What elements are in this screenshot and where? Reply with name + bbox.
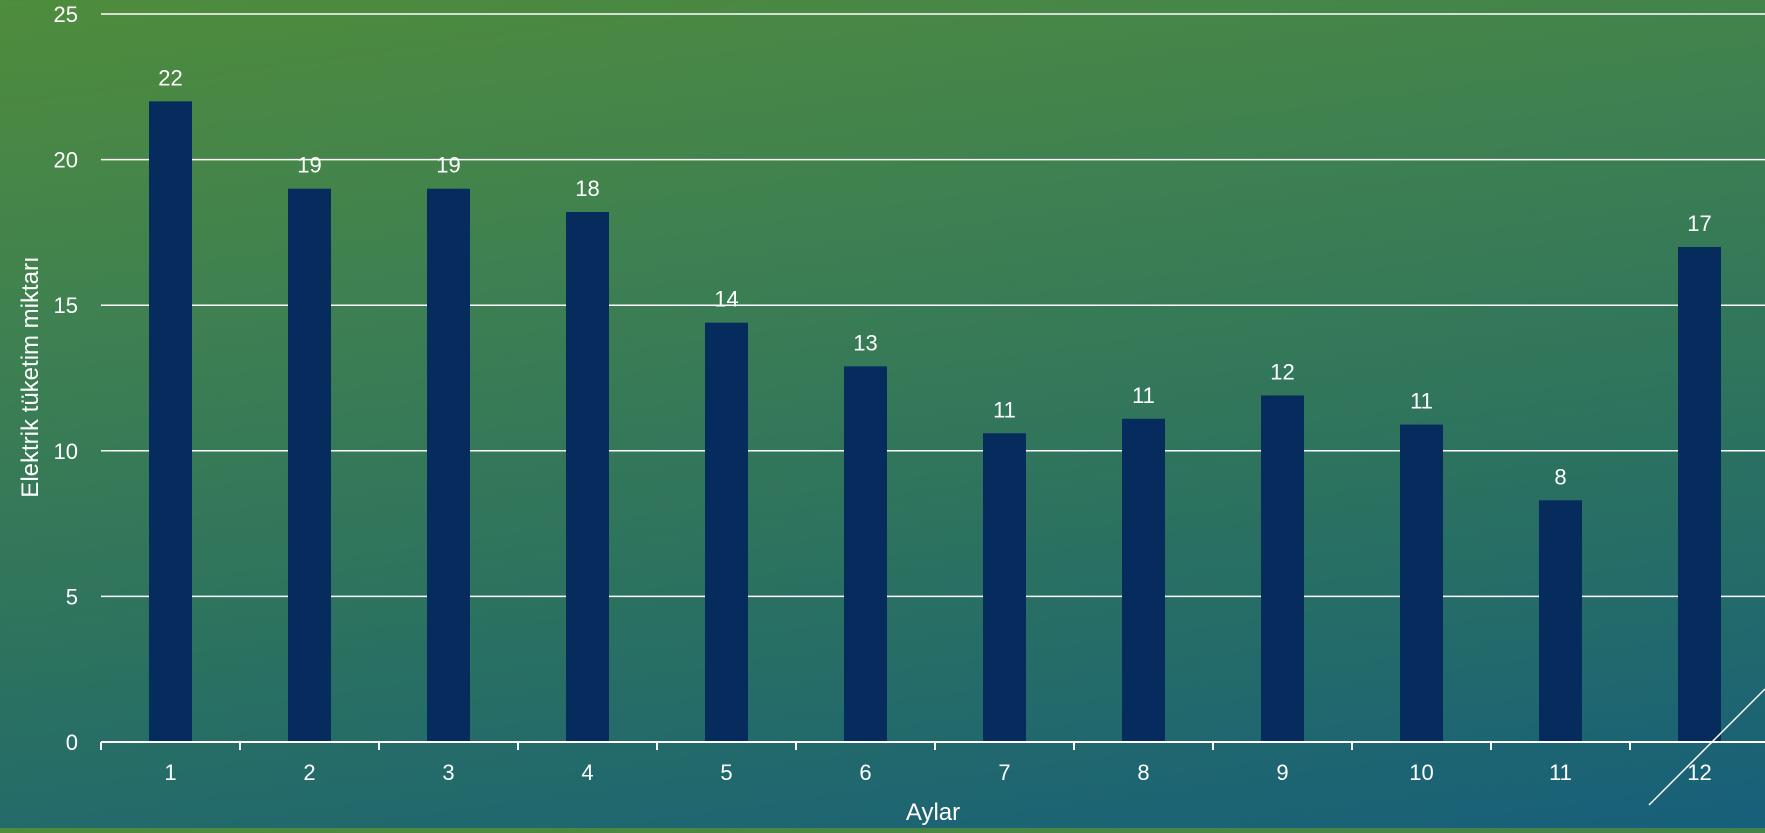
x-tick-label: 2	[303, 760, 315, 785]
x-tick-label: 4	[581, 760, 593, 785]
data-label: 22	[158, 65, 182, 90]
data-label: 8	[1554, 464, 1566, 489]
data-label: 11	[993, 397, 1016, 422]
y-tick-label: 10	[54, 439, 78, 464]
bars	[149, 101, 1721, 743]
bar	[427, 188, 470, 743]
bar	[844, 366, 887, 742]
x-tick-label: 9	[1276, 760, 1288, 785]
data-label: 11	[1410, 389, 1433, 414]
x-tick-label: 10	[1409, 760, 1433, 785]
data-label: 17	[1687, 211, 1711, 236]
data-label: 14	[714, 287, 738, 312]
bar	[1400, 424, 1443, 742]
data-label: 13	[853, 330, 877, 355]
bar	[149, 101, 192, 743]
data-label: 12	[1270, 359, 1294, 384]
data-label: 11	[1132, 383, 1155, 408]
x-tick-label: 8	[1137, 760, 1149, 785]
x-tick-label: 1	[164, 760, 176, 785]
grid-lines	[101, 13, 1765, 598]
data-label: 18	[575, 176, 599, 201]
x-axis-title: Aylar	[906, 799, 960, 826]
bar	[1678, 246, 1721, 742]
x-tick-labels: 1 2 3 4 5 6 7 8 9 10 11 12	[164, 760, 1711, 785]
x-tick-label: 7	[998, 760, 1010, 785]
x-tick-label: 5	[720, 760, 732, 785]
x-tick-label: 12	[1687, 760, 1711, 785]
y-tick-label: 20	[54, 148, 78, 173]
y-tick-label: 0	[66, 730, 78, 755]
bar	[1261, 395, 1304, 742]
bar	[705, 322, 748, 742]
data-label: 19	[297, 153, 321, 178]
data-labels: 22 19 19 18 14 13 11 11 12 11 8 17	[158, 65, 1711, 489]
bar	[1122, 418, 1165, 742]
y-axis-title: Elektrik tüketim miktarı	[17, 256, 44, 497]
y-tick-label: 5	[66, 584, 78, 609]
y-tick-label: 15	[54, 293, 78, 318]
bar	[1539, 500, 1582, 742]
x-tick-label: 11	[1549, 760, 1572, 785]
x-tick-label: 3	[442, 760, 454, 785]
x-axis	[100, 741, 1765, 750]
bar	[566, 212, 609, 743]
decor-line	[1648, 688, 1765, 806]
y-tick-labels: 0 5 10 15 20 25	[54, 2, 78, 755]
decorative-slash-lines	[1648, 688, 1765, 806]
bar	[288, 188, 331, 743]
x-tick-label: 6	[859, 760, 871, 785]
y-tick-label: 25	[54, 2, 78, 27]
bar	[983, 433, 1026, 742]
data-label: 19	[436, 153, 460, 178]
